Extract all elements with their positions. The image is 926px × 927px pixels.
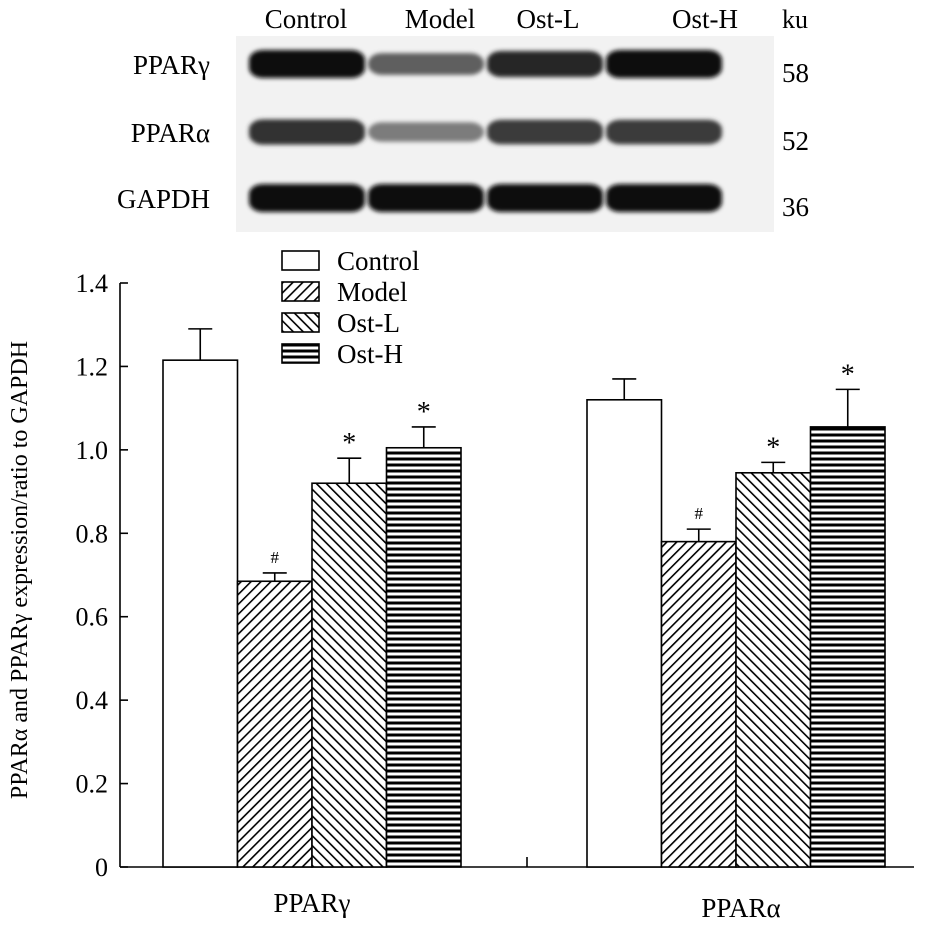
blot-band — [606, 184, 722, 212]
blot-protein-label: PPARγ — [133, 50, 210, 80]
legend-label-ost-l: Ost-L — [337, 308, 400, 338]
y-tick-label: 1.4 — [76, 269, 109, 298]
blot-band — [249, 119, 365, 145]
bar — [735, 471, 812, 868]
blot-kda-label: 36 — [782, 192, 809, 222]
blot-band — [249, 50, 365, 78]
y-tick-label: 1.2 — [76, 352, 109, 381]
bar — [236, 580, 313, 868]
blot-lane-labels: Control Model Ost-L Ost-H — [265, 4, 738, 34]
blot-band — [368, 122, 484, 142]
legend-label-control: Control — [337, 246, 420, 276]
significance-mark-vs-model: * — [342, 428, 356, 459]
bars: # * * # * * — [162, 328, 886, 868]
category-label-ppar-gamma: PPARγ — [274, 888, 351, 918]
significance-mark-vs-model: * — [766, 432, 780, 463]
western-blot-panel: Control Model Ost-L Ost-H ku PPARγ 58 PPARα 52… — [117, 4, 809, 232]
blot-band — [487, 184, 603, 212]
legend-swatch-ost-h — [281, 343, 320, 364]
y-tick-label: 0.4 — [76, 686, 109, 715]
bar — [385, 446, 462, 868]
legend-label-model: Model — [337, 277, 408, 307]
bar — [660, 540, 737, 868]
y-tick-label: 0 — [95, 853, 108, 882]
lane-label-control: Control — [265, 4, 348, 34]
significance-mark-vs-model: * — [841, 359, 855, 390]
blot-kda-label: 52 — [782, 126, 809, 156]
blot-band — [606, 119, 722, 145]
bar — [809, 426, 886, 868]
lane-label-ost-h: Ost-H — [672, 4, 738, 34]
y-axis: 0 0.2 0.4 0.6 0.8 1.0 1.2 1.4 — [76, 269, 128, 882]
blot-rows: PPARγ 58 PPARα 52 GAPDH 36 — [117, 50, 809, 222]
blot-protein-label: GAPDH — [117, 184, 210, 214]
y-axis-label: PPARα and PPARγ expression/ratio to GAPD… — [7, 341, 33, 799]
lane-label-ost-l: Ost-L — [517, 4, 580, 34]
legend-swatch-ost-l — [281, 312, 320, 333]
significance-mark-vs-model: * — [417, 397, 431, 428]
significance-mark-vs-control: # — [271, 548, 280, 567]
y-tick-label: 0.6 — [76, 603, 109, 632]
bar — [311, 482, 388, 868]
significance-mark-vs-control: # — [695, 504, 704, 523]
legend-swatch-control — [281, 250, 320, 271]
legend-label-ost-h: Ost-H — [337, 339, 403, 369]
x-axis: PPARγ PPARα — [120, 857, 914, 923]
blot-band — [249, 184, 365, 212]
blot-unit-label: ku — [782, 5, 808, 34]
blot-band — [368, 53, 484, 75]
category-label-ppar-alpha: PPARα — [701, 893, 780, 923]
y-tick-label: 0.8 — [76, 519, 109, 548]
legend-swatch-model — [281, 281, 320, 302]
blot-band — [606, 50, 722, 78]
lane-label-model: Model — [405, 4, 476, 34]
bar-chart: 0 0.2 0.4 0.6 0.8 1.0 1.2 1.4 PPARγ PPARα # * * # * *… — [7, 246, 914, 923]
bar — [162, 359, 239, 868]
blot-kda-label: 58 — [782, 58, 809, 88]
blot-band — [368, 184, 484, 212]
blot-protein-label: PPARα — [131, 118, 210, 148]
y-tick-label: 1.0 — [76, 436, 109, 465]
blot-band — [487, 119, 603, 145]
blot-band — [487, 51, 603, 77]
y-tick-label: 0.2 — [76, 770, 109, 799]
bar — [586, 398, 663, 868]
